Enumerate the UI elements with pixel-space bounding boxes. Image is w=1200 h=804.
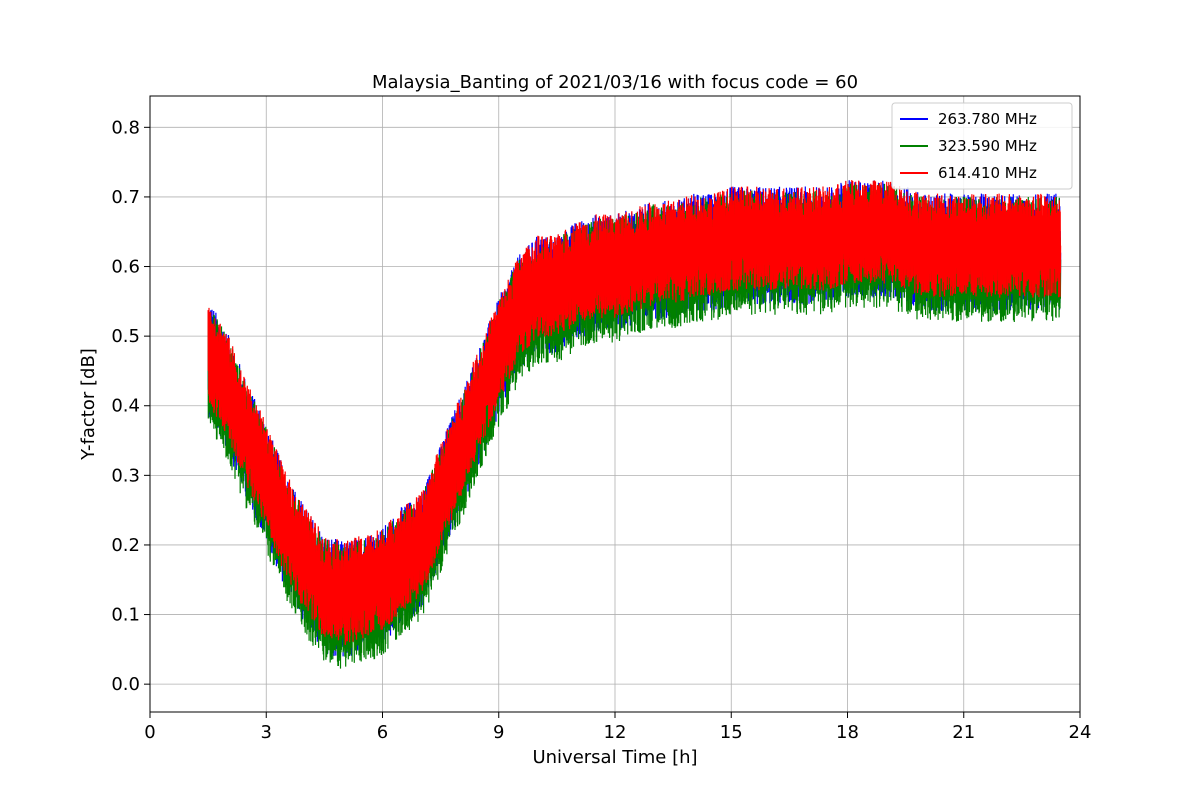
legend-label: 323.590 MHz	[938, 137, 1037, 155]
y-tick-label: 0.2	[111, 535, 140, 556]
y-axis-label: Y-factor [dB]	[78, 348, 99, 461]
y-tick-label: 0.6	[111, 257, 140, 278]
y-tick-label: 0.4	[111, 396, 140, 417]
x-tick-label: 9	[493, 722, 504, 743]
x-tick-label: 18	[836, 722, 859, 743]
ticks: 0 3 6 9 12 15 18 21 24 0.0 0.1 0.2 0.3 0.4 0.5 0.6 0.7 0.…	[111, 117, 1091, 743]
x-tick-label: 6	[377, 722, 388, 743]
y-tick-label: 0.5	[111, 326, 140, 347]
y-tick-label: 0.3	[111, 465, 140, 486]
legend: 263.780 MHz 323.590 MHz 614.410 MHz	[891, 102, 1073, 190]
legend-label: 614.410 MHz	[938, 164, 1037, 182]
y-tick-label: 0.7	[111, 187, 140, 208]
series-layer	[207, 179, 1062, 669]
y-tick-label: 0.8	[111, 117, 140, 138]
x-tick-label: 15	[720, 722, 743, 743]
x-tick-label: 24	[1069, 722, 1092, 743]
chart-title: Malaysia_Banting of 2021/03/16 with focu…	[372, 72, 858, 93]
series-line	[207, 179, 1062, 645]
x-tick-label: 3	[261, 722, 272, 743]
x-axis-label: Universal Time [h]	[532, 747, 697, 768]
y-tick-label: 0.1	[111, 605, 140, 626]
y-tick-label: 0.0	[111, 674, 140, 695]
legend-entries: 263.780 MHz 323.590 MHz 614.410 MHz	[900, 110, 1037, 182]
x-tick-label: 21	[952, 722, 975, 743]
x-tick-label: 12	[604, 722, 627, 743]
legend-box	[891, 102, 1073, 190]
legend-label: 263.780 MHz	[938, 110, 1037, 128]
x-tick-label: 0	[144, 722, 155, 743]
